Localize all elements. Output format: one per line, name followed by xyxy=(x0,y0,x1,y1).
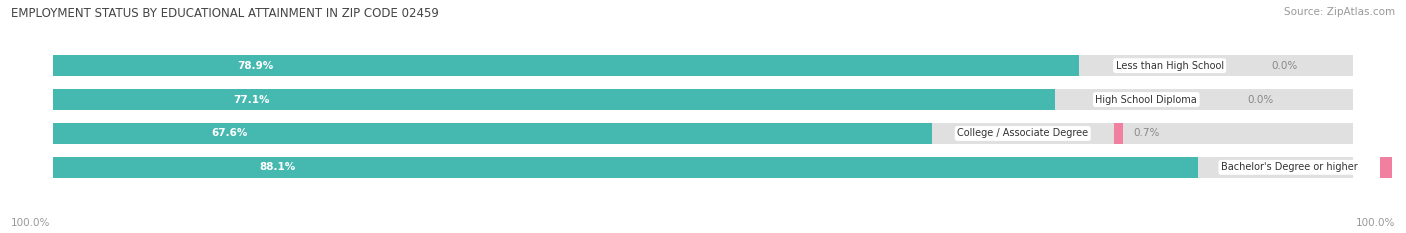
Text: 88.1%: 88.1% xyxy=(259,162,295,172)
Text: 0.7%: 0.7% xyxy=(1133,128,1160,138)
Text: 100.0%: 100.0% xyxy=(11,218,51,228)
Bar xyxy=(1114,123,1123,144)
Bar xyxy=(53,55,1078,76)
Text: 0.0%: 0.0% xyxy=(1247,95,1274,105)
Bar xyxy=(53,89,1353,110)
Bar xyxy=(53,123,1353,144)
Text: 100.0%: 100.0% xyxy=(1355,218,1395,228)
Bar xyxy=(53,123,932,144)
Bar xyxy=(53,157,1198,178)
Bar xyxy=(53,89,1056,110)
Text: Bachelor's Degree or higher: Bachelor's Degree or higher xyxy=(1220,162,1358,172)
Bar xyxy=(1381,157,1406,178)
Text: 67.6%: 67.6% xyxy=(211,128,247,138)
Bar xyxy=(53,157,1353,178)
Text: 78.9%: 78.9% xyxy=(238,61,274,71)
Text: EMPLOYMENT STATUS BY EDUCATIONAL ATTAINMENT IN ZIP CODE 02459: EMPLOYMENT STATUS BY EDUCATIONAL ATTAINM… xyxy=(11,7,439,20)
Text: Less than High School: Less than High School xyxy=(1115,61,1223,71)
Text: 0.0%: 0.0% xyxy=(1271,61,1298,71)
Text: Source: ZipAtlas.com: Source: ZipAtlas.com xyxy=(1284,7,1395,17)
Text: College / Associate Degree: College / Associate Degree xyxy=(957,128,1088,138)
Bar xyxy=(53,55,1353,76)
Text: High School Diploma: High School Diploma xyxy=(1095,95,1197,105)
Text: 77.1%: 77.1% xyxy=(233,95,270,105)
